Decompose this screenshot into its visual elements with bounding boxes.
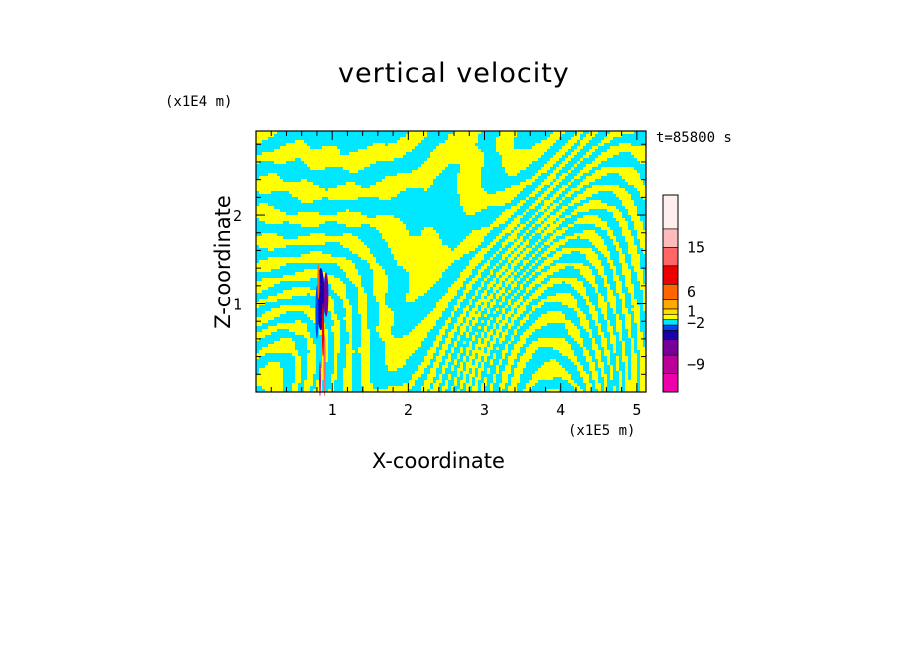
z-axis-scale-label: (x1E4 m) <box>165 94 233 110</box>
colorbar-tick-label: −2 <box>687 314 705 332</box>
velocity-core <box>323 334 326 397</box>
colorbar-level <box>662 324 679 331</box>
x-tick-label: 3 <box>480 401 489 419</box>
colorbar-tick-label: 1 <box>687 303 696 321</box>
x-tick-label: 5 <box>632 401 641 419</box>
colorbar-level <box>662 228 679 248</box>
colorbar-frame <box>662 194 679 393</box>
x-axis-label: X-coordinate <box>372 449 505 473</box>
y-axis: 12 <box>233 143 646 375</box>
x-axis: 1 2 3 4 5 <box>270 131 641 419</box>
x-axis-scale-label: (x1E5 m) <box>568 423 636 439</box>
colorbar-level <box>662 283 679 300</box>
x-tick-label: 4 <box>556 401 565 419</box>
colorbar-level <box>662 194 679 230</box>
velocity-core <box>319 361 321 397</box>
velocity-core <box>323 272 329 317</box>
colorbar-level <box>662 319 679 326</box>
colorbar: 15 6 1−2 −9 <box>662 194 705 393</box>
colorbar-level <box>662 313 679 320</box>
colorbar-level <box>662 299 679 310</box>
y-tick-label: 2 <box>233 207 242 225</box>
velocity-core <box>321 303 325 357</box>
colorbar-level <box>662 308 679 315</box>
plot-area <box>255 130 647 397</box>
x-tick-label: 1 <box>328 401 337 419</box>
colorbar-level <box>662 339 679 356</box>
colorbar-tick-label: −9 <box>687 355 705 373</box>
x-tick-label: 2 <box>404 401 413 419</box>
time-label: t=85800 s <box>656 130 732 146</box>
colorbar-tick-label: 15 <box>687 238 705 256</box>
colorbar-level <box>662 373 679 393</box>
field-positive-region <box>256 131 646 392</box>
velocity-core <box>315 285 319 339</box>
y-tick-label: 1 <box>233 296 242 314</box>
chart-title: vertical velocity <box>338 58 570 89</box>
colorbar-level <box>662 247 679 267</box>
colorbar-level <box>662 354 679 374</box>
colorbar-level <box>662 265 679 285</box>
colorbar-tick-label: 6 <box>687 283 696 301</box>
plot-frame <box>255 130 647 393</box>
velocity-core <box>317 263 320 300</box>
colorbar-level <box>662 330 679 340</box>
